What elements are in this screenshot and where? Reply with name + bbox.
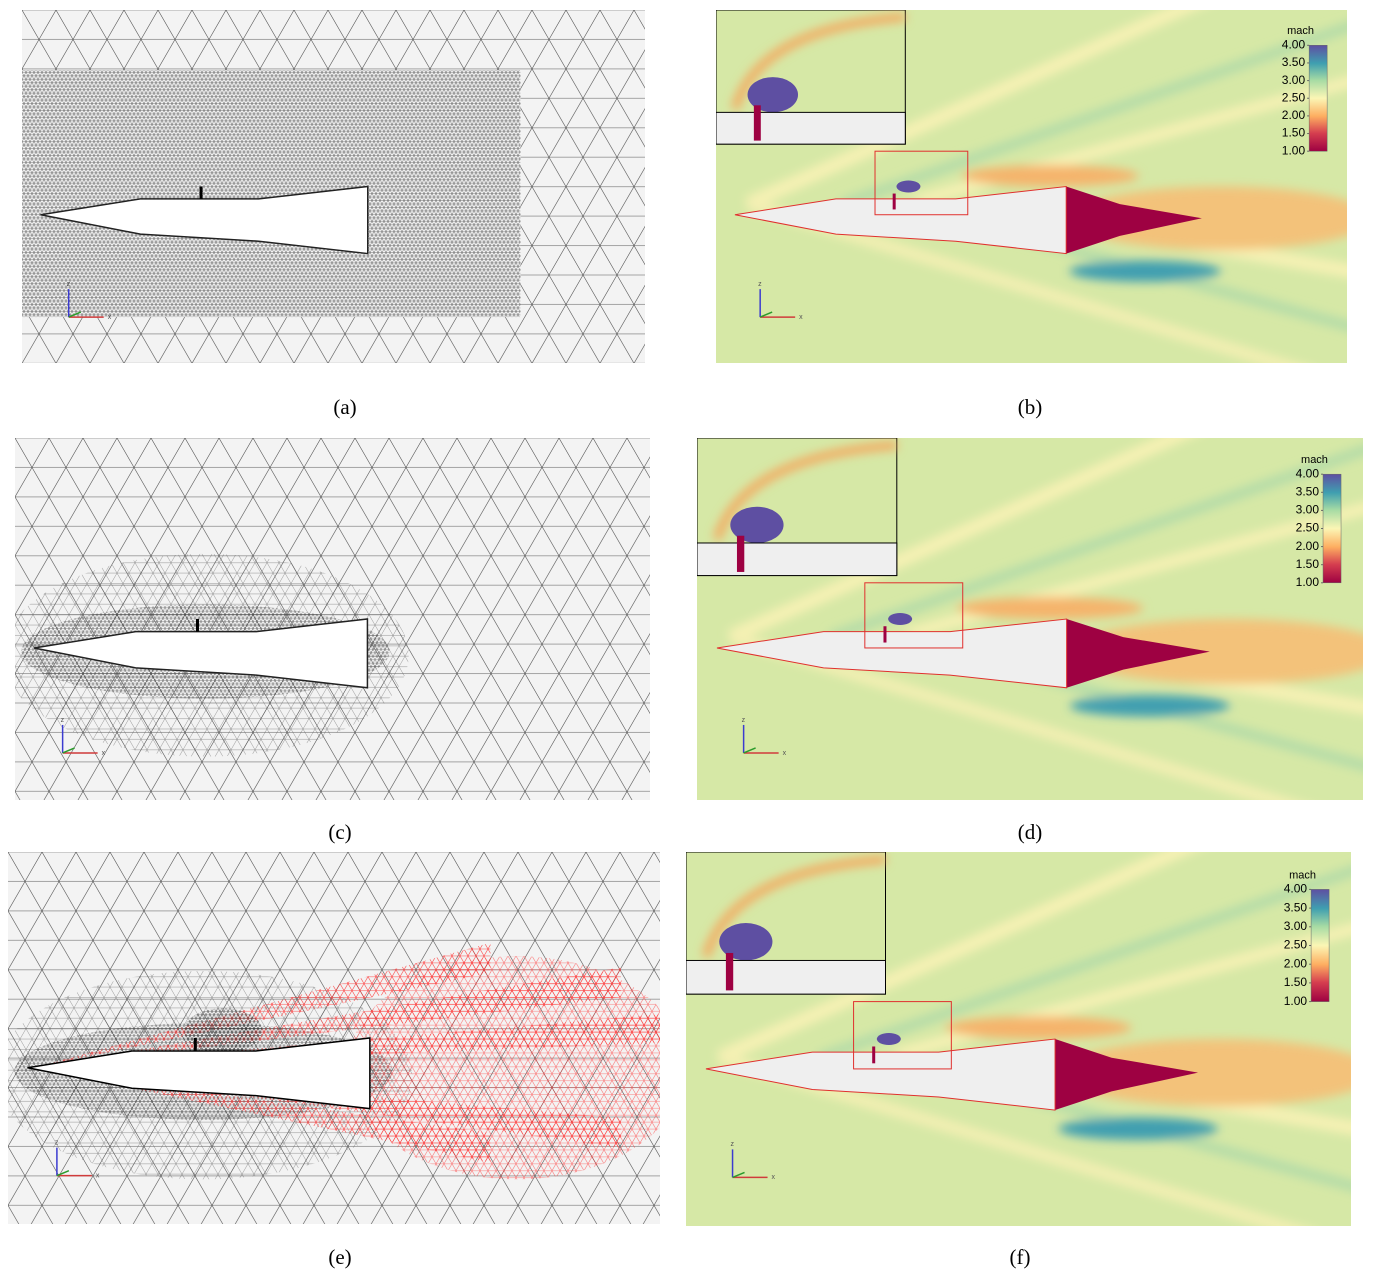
inset-jet <box>726 953 733 990</box>
colorbar-tick-label: 2.00 <box>1296 539 1320 553</box>
panel-label: (b) <box>980 395 1080 420</box>
axis-label: z <box>758 281 762 288</box>
panel-image: zx <box>15 438 650 800</box>
inset-jet <box>754 105 761 140</box>
inset-body <box>716 112 905 144</box>
colorbar-tick-label: 3.50 <box>1284 900 1308 914</box>
plume <box>962 165 1139 186</box>
colorbar-tick-label: 1.00 <box>1296 575 1320 589</box>
panel-image: zx <box>22 10 645 363</box>
colorbar-tick-label: 1.00 <box>1284 994 1308 1008</box>
colorbar <box>1311 889 1329 1001</box>
axis-label: z <box>55 1139 59 1146</box>
blue-region <box>1070 695 1230 717</box>
inset-jet <box>737 536 744 572</box>
plume <box>945 1017 1131 1039</box>
colorbar-tick-label: 1.50 <box>1284 975 1308 989</box>
axis-label: x <box>772 1174 776 1181</box>
colorbar-tick-label: 2.50 <box>1282 90 1306 104</box>
blue-region <box>1058 1118 1218 1140</box>
panel-label: (d) <box>980 820 1080 845</box>
jet <box>872 1046 875 1063</box>
panel-label: (c) <box>290 820 390 845</box>
panel-label: (f) <box>970 1245 1070 1270</box>
colorbar-tick-label: 2.50 <box>1284 938 1308 952</box>
inset <box>686 852 886 994</box>
axis-label: x <box>96 1172 100 1179</box>
panel-label: (a) <box>295 395 395 420</box>
jet <box>196 619 199 632</box>
jet <box>200 187 203 199</box>
colorbar-title: mach <box>1287 25 1314 37</box>
inset-body <box>686 960 886 994</box>
bow <box>896 181 920 193</box>
colorbar-tick-label: 1.50 <box>1296 557 1320 571</box>
inset <box>697 438 897 576</box>
bow <box>888 613 912 625</box>
colorbar-tick-label: 2.00 <box>1284 956 1308 970</box>
panel-label: (e) <box>290 1245 390 1270</box>
colorbar-tick-label: 1.50 <box>1282 126 1306 140</box>
figure: (a)zx(b)mach4.003.503.002.502.001.501.00… <box>0 0 1385 1275</box>
axis-label: x <box>799 314 803 321</box>
refine-zone <box>22 70 520 317</box>
axis-label: x <box>108 314 112 321</box>
colorbar <box>1309 45 1327 151</box>
axis-label: x <box>783 750 787 757</box>
colorbar-tick-label: 2.50 <box>1296 521 1320 535</box>
panel-image: zx <box>8 852 660 1224</box>
colorbar-tick-label: 1.00 <box>1282 143 1306 157</box>
axis-label: z <box>731 1141 735 1148</box>
colorbar <box>1323 474 1341 583</box>
plume <box>957 597 1143 619</box>
colorbar-tick-label: 4.00 <box>1282 37 1306 51</box>
colorbar-tick-label: 3.50 <box>1282 55 1306 69</box>
blue-region <box>1069 261 1220 282</box>
axis-label: z <box>67 281 71 288</box>
colorbar-tick-label: 4.00 <box>1284 882 1308 896</box>
colorbar-tick-label: 3.50 <box>1296 484 1320 498</box>
colorbar-tick-label: 3.00 <box>1282 73 1306 87</box>
colorbar-tick-label: 4.00 <box>1296 466 1320 480</box>
colorbar-title: mach <box>1289 869 1316 881</box>
jet <box>883 626 886 642</box>
axis-label: x <box>102 750 106 757</box>
jet <box>194 1038 197 1051</box>
bow <box>877 1033 901 1045</box>
inset-body <box>697 543 897 576</box>
axis-label: z <box>742 717 746 724</box>
colorbar-tick-label: 3.00 <box>1296 503 1320 517</box>
inset <box>716 10 905 144</box>
colorbar-title: mach <box>1301 454 1328 466</box>
colorbar-tick-label: 2.00 <box>1282 108 1306 122</box>
colorbar-tick-label: 3.00 <box>1284 919 1308 933</box>
jet <box>893 194 896 210</box>
axis-label: z <box>61 717 65 724</box>
